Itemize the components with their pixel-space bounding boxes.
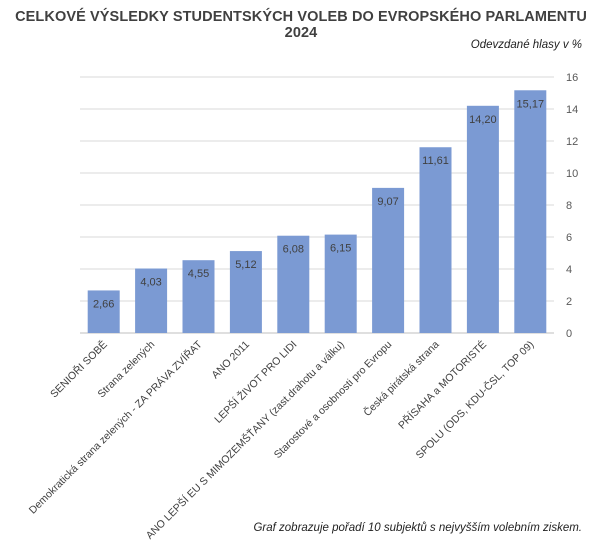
data-label: 4,03 (140, 277, 161, 289)
y-tick-label: 14 (566, 104, 578, 116)
y-tick-label: 10 (566, 168, 578, 180)
data-label: 4,55 (188, 268, 209, 280)
y-tick-label: 4 (566, 264, 572, 276)
data-label: 15,17 (517, 98, 545, 110)
bar (182, 260, 215, 333)
y-tick-label: 8 (566, 200, 572, 212)
bar (229, 251, 262, 333)
y-tick-label: 16 (566, 72, 578, 84)
y-axis-label: Odevzdané hlasy v % (470, 39, 582, 51)
bar (514, 90, 547, 333)
category-label: Demokratická strana zelených - ZA PRÁVA … (26, 338, 205, 517)
y-tick-label: 12 (566, 136, 578, 148)
chart-title: CELKOVÉ VÝSLEDKY STUDENTSKÝCH VOLEB DO E… (15, 9, 587, 41)
y-tick-label: 6 (566, 232, 572, 244)
data-label: 11,61 (422, 155, 449, 167)
bar (87, 290, 120, 333)
bar (419, 147, 452, 333)
data-label: 14,20 (469, 114, 497, 126)
y-tick-label: 2 (566, 296, 572, 308)
data-label: 9,07 (377, 196, 398, 208)
data-label: 2,66 (93, 298, 114, 310)
bar (135, 268, 168, 333)
bar (277, 235, 310, 333)
bar (466, 105, 499, 333)
data-label: 6,08 (283, 244, 304, 256)
chart-footnote: Graf zobrazuje pořadí 10 subjektů s nejv… (253, 522, 582, 534)
category-label: ANO 2011 (209, 339, 252, 382)
category-label: PŘÍSAHA a MOTORISTÉ (395, 338, 489, 432)
category-label: Česká pirátská strana (361, 338, 442, 419)
category-label: LEPŠÍ ŽIVOT PRO LIDI (212, 338, 300, 426)
data-label: 6,15 (330, 243, 351, 255)
bar (372, 187, 405, 333)
bar (324, 234, 357, 333)
data-label: 5,12 (235, 259, 256, 271)
y-tick-label: 0 (566, 328, 572, 340)
